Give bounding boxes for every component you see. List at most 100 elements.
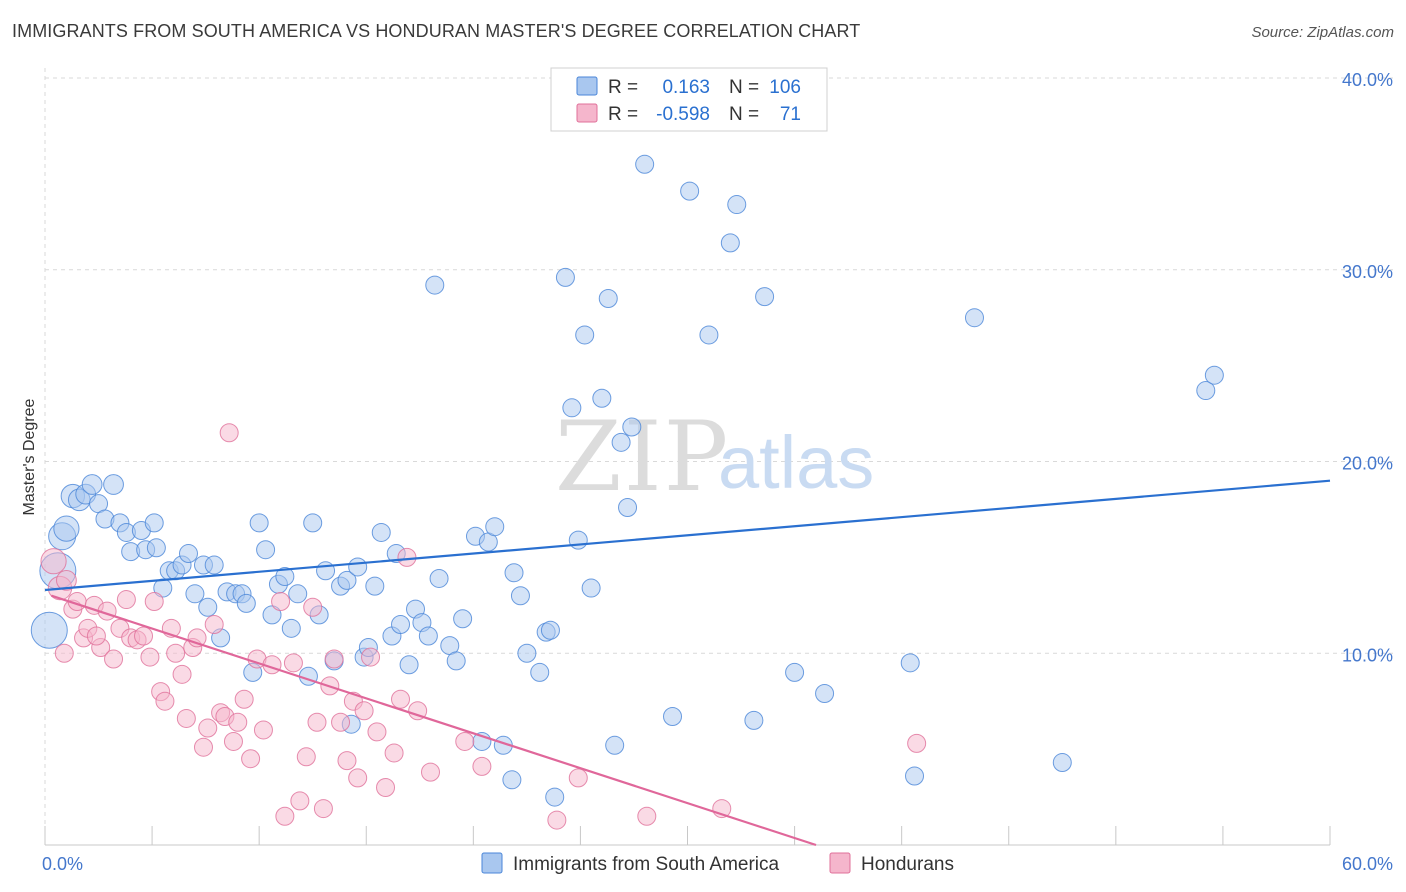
point-hondurans [331, 712, 351, 732]
point-hondurans [54, 643, 74, 663]
y-tick-label: 10.0% [1342, 645, 1393, 665]
point-immigrants [618, 498, 638, 518]
point-immigrants [1052, 753, 1072, 773]
point-immigrants [81, 474, 103, 495]
point-immigrants [429, 568, 449, 588]
point-hondurans [253, 720, 273, 740]
axes [44, 826, 1331, 846]
point-immigrants [281, 618, 301, 638]
point-immigrants [204, 555, 224, 575]
point-immigrants [555, 267, 575, 287]
point-immigrants [530, 662, 550, 682]
point-immigrants [262, 605, 282, 625]
y-axis-label: Master's Degree [21, 398, 38, 515]
point-immigrants [504, 563, 524, 583]
y-tick-label: 40.0% [1342, 70, 1393, 90]
point-immigrants [178, 544, 198, 564]
point-immigrants [605, 735, 625, 755]
y-tick-labels: 10.0% 20.0% 30.0% 40.0% [1342, 70, 1393, 665]
point-immigrants [103, 474, 124, 495]
point-immigrants [635, 154, 655, 174]
point-immigrants [540, 620, 560, 640]
point-immigrants [562, 398, 582, 418]
point-immigrants [575, 325, 595, 345]
point-immigrants [517, 643, 537, 663]
legend-n-value: 106 [769, 77, 801, 98]
point-immigrants [545, 787, 565, 807]
point-immigrants [303, 513, 323, 533]
point-immigrants [568, 530, 588, 550]
point-immigrants [502, 770, 522, 790]
point-immigrants [699, 325, 719, 345]
point-immigrants [581, 578, 601, 598]
point-immigrants [371, 522, 391, 542]
point-hondurans [296, 747, 316, 767]
point-hondurans [421, 762, 440, 782]
point-hondurans [223, 731, 243, 751]
point-hondurans [313, 799, 333, 819]
point-hondurans [303, 597, 323, 617]
legend-swatch-immigrants [481, 852, 503, 874]
point-hondurans [155, 691, 175, 711]
point-hondurans [176, 708, 196, 728]
point-hondurans [290, 791, 310, 811]
point-hondurans [391, 689, 411, 709]
legend-label-immigrants: Immigrants from South America [513, 854, 780, 875]
point-immigrants [337, 570, 357, 590]
legend-swatch-blue [576, 76, 598, 96]
point-hondurans [172, 664, 192, 684]
trendline-immigrants [44, 479, 1331, 592]
y-tick-label: 20.0% [1342, 454, 1393, 474]
point-hondurans [455, 731, 475, 751]
point-hondurans [324, 649, 344, 669]
point-hondurans [547, 810, 567, 830]
point-immigrants [30, 611, 68, 649]
point-immigrants [744, 710, 764, 730]
point-immigrants [611, 432, 631, 452]
point-immigrants [453, 609, 473, 629]
point-immigrants [1196, 381, 1216, 401]
point-hondurans [228, 712, 248, 732]
point-immigrants [288, 584, 308, 604]
point-immigrants [727, 195, 747, 215]
point-hondurans [361, 647, 381, 667]
point-hondurans [56, 569, 77, 591]
watermark: ZIP atlas [555, 401, 874, 513]
point-hondurans [271, 591, 291, 611]
point-immigrants [198, 597, 218, 617]
point-immigrants [598, 289, 618, 309]
point-immigrants [785, 662, 805, 682]
legend-r-label: R = [608, 77, 638, 98]
point-hondurans [376, 777, 396, 797]
point-immigrants [425, 275, 445, 295]
point-immigrants [185, 584, 205, 604]
point-immigrants [592, 388, 612, 408]
point-hondurans [472, 756, 492, 776]
point-hondurans [637, 806, 657, 826]
point-immigrants [418, 626, 438, 646]
point-immigrants [815, 684, 835, 704]
y-tick-label: 30.0% [1342, 262, 1393, 282]
point-hondurans [384, 743, 404, 763]
point-immigrants [485, 517, 505, 537]
point-hondurans [166, 643, 186, 663]
point-immigrants [964, 308, 984, 328]
point-hondurans [367, 722, 387, 742]
correlation-legend: R = 0.163 N = 106 R = -0.598 N = 71 [550, 67, 828, 132]
point-hondurans [116, 590, 136, 610]
point-hondurans [104, 649, 124, 669]
point-immigrants [663, 707, 683, 727]
point-hondurans [140, 647, 160, 667]
legend-n-value: 71 [780, 104, 801, 125]
point-hondurans [234, 689, 254, 709]
legend-r-value: -0.598 [656, 104, 710, 125]
point-immigrants [900, 653, 920, 673]
point-hondurans [907, 733, 927, 753]
point-immigrants [365, 576, 385, 596]
point-hondurans [275, 806, 295, 826]
point-hondurans [348, 768, 368, 788]
x-tick-label: 0.0% [42, 854, 83, 874]
trendline-hondurans [51, 594, 817, 847]
point-hondurans [241, 749, 261, 769]
point-hondurans [40, 548, 67, 575]
